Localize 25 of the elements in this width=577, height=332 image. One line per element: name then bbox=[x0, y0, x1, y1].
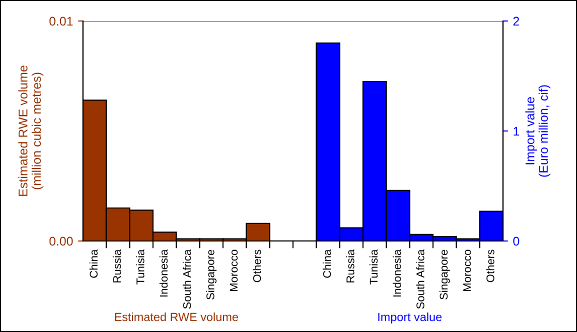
x-tick-label: Tunisia bbox=[369, 249, 378, 284]
y2-tick-label: 0 bbox=[513, 236, 520, 246]
text: Import value bbox=[378, 312, 442, 324]
y2-tick-label: 1 bbox=[514, 126, 520, 136]
y-tick-label: 0.00 bbox=[49, 236, 73, 246]
x-tick-label: Russia bbox=[346, 249, 354, 282]
x-tick-label: Others bbox=[252, 250, 261, 282]
text: Estimated RWE volume bbox=[115, 312, 238, 322]
y-axis-title: Estimated RWE volume (million cubic metres) bbox=[18, 66, 44, 196]
x-tick-label: Morocco bbox=[463, 250, 471, 292]
x-tick-label: Others bbox=[486, 250, 494, 282]
y-tick-label: 0.01 bbox=[49, 16, 73, 26]
y2-axis-title: Import value (Euro million, cif) bbox=[525, 85, 550, 177]
x-tick-label: Morocco bbox=[230, 250, 238, 292]
y2-tick-label: 2 bbox=[513, 16, 520, 26]
x-tick-label: Indonesia bbox=[159, 249, 168, 296]
x-tick-label: Tunisia bbox=[136, 249, 144, 284]
x-tick-label: Singapore bbox=[439, 250, 450, 300]
x-tick-label: China bbox=[89, 249, 98, 278]
x-tick-label: Singapore bbox=[206, 250, 217, 300]
x-tick-label: Indonesia bbox=[392, 249, 401, 296]
x-tick-label: South Africa bbox=[416, 249, 424, 309]
x-tick-label: South Africa bbox=[182, 249, 191, 309]
x-tick-label: China bbox=[322, 249, 331, 278]
x-tick-label: Russia bbox=[112, 249, 121, 282]
